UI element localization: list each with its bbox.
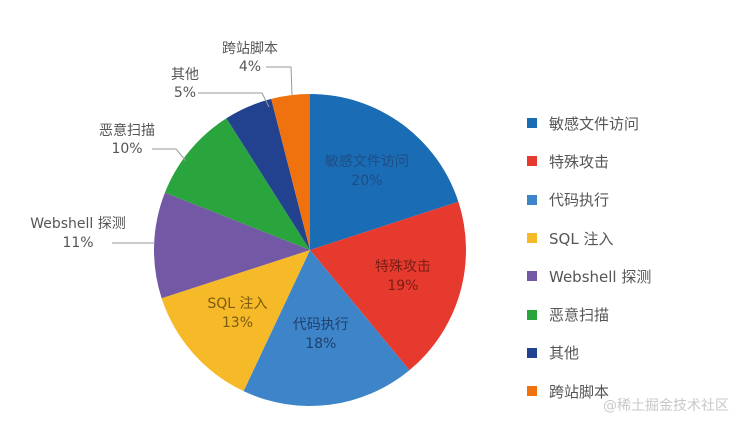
pie-slice (271, 94, 310, 250)
leader-line (198, 92, 270, 108)
legend-label: 恶意扫描 (549, 306, 610, 325)
legend-label: 敏感文件访问 (549, 114, 640, 133)
legend-item: SQL 注入 (527, 219, 651, 257)
legend-item: 跨站脚本 (527, 372, 651, 410)
legend-item: 恶意扫描 (527, 295, 651, 333)
legend-swatch-icon (527, 118, 537, 129)
legend-label: 代码执行 (549, 191, 610, 210)
slice-label: 代码执行 (293, 317, 349, 333)
legend-swatch-icon (527, 309, 537, 320)
legend-swatch-icon (527, 233, 537, 244)
pie-slice (164, 118, 310, 250)
slice-outer-label: 10% (111, 141, 142, 157)
pie-slice (243, 250, 410, 406)
slice-outer-label: 恶意扫描 (99, 122, 155, 139)
slice-label: 18% (305, 336, 336, 352)
pie-slice (310, 94, 459, 250)
legend-label: 跨站脚本 (549, 382, 610, 401)
slice-outer-label: 4% (239, 59, 261, 75)
legend-swatch-icon (527, 271, 537, 282)
pie-inner-labels: 敏感文件访问 20% 特殊攻击 19% 代码执行 18% SQL 注入 13% (207, 153, 431, 352)
legend-label: 特殊攻击 (549, 152, 610, 171)
legend-label: 其他 (549, 344, 580, 363)
slice-label: 13% (222, 315, 253, 331)
legend-item: 代码执行 (527, 181, 651, 219)
pie-slices (154, 94, 466, 406)
slice-label: 20% (351, 173, 382, 189)
slice-outer-label: 11% (62, 235, 93, 251)
slice-outer-label: 5% (174, 85, 196, 101)
legend-swatch-icon (527, 347, 537, 358)
slice-label: 19% (387, 278, 418, 294)
slice-outer-label: Webshell 探测 (30, 216, 126, 232)
legend-label: Webshell 探测 (549, 267, 652, 286)
pie-slice (226, 98, 310, 250)
legend-item: 敏感文件访问 (527, 104, 651, 142)
slice-label: 特殊攻击 (375, 259, 431, 275)
slice-label: 敏感文件访问 (325, 153, 409, 170)
watermark: @稀土掘金技术社区 (603, 398, 729, 414)
pie-slice (154, 192, 310, 299)
leader-line (266, 66, 293, 96)
legend: 敏感文件访问 特殊攻击 代码执行 SQL 注入 Webshell 探测 恶意扫描… (527, 104, 651, 410)
slice-label: SQL 注入 (207, 296, 267, 312)
legend-swatch-icon (527, 156, 537, 167)
legend-swatch-icon (527, 386, 537, 397)
slice-outer-label: 跨站脚本 (222, 41, 278, 57)
leader-line (152, 148, 187, 162)
pie-outer-labels: Webshell 探测 11% 恶意扫描 10% 其他 5% 跨站脚本 4% (30, 41, 293, 251)
slice-outer-label: 其他 (171, 67, 199, 83)
pie-slice (161, 250, 310, 392)
pie-slice (310, 201, 466, 371)
legend-item: 其他 (527, 334, 651, 372)
legend-item: Webshell 探测 (527, 257, 651, 295)
legend-swatch-icon (527, 194, 537, 205)
legend-item: 特殊攻击 (527, 142, 651, 180)
legend-label: SQL 注入 (549, 229, 614, 248)
